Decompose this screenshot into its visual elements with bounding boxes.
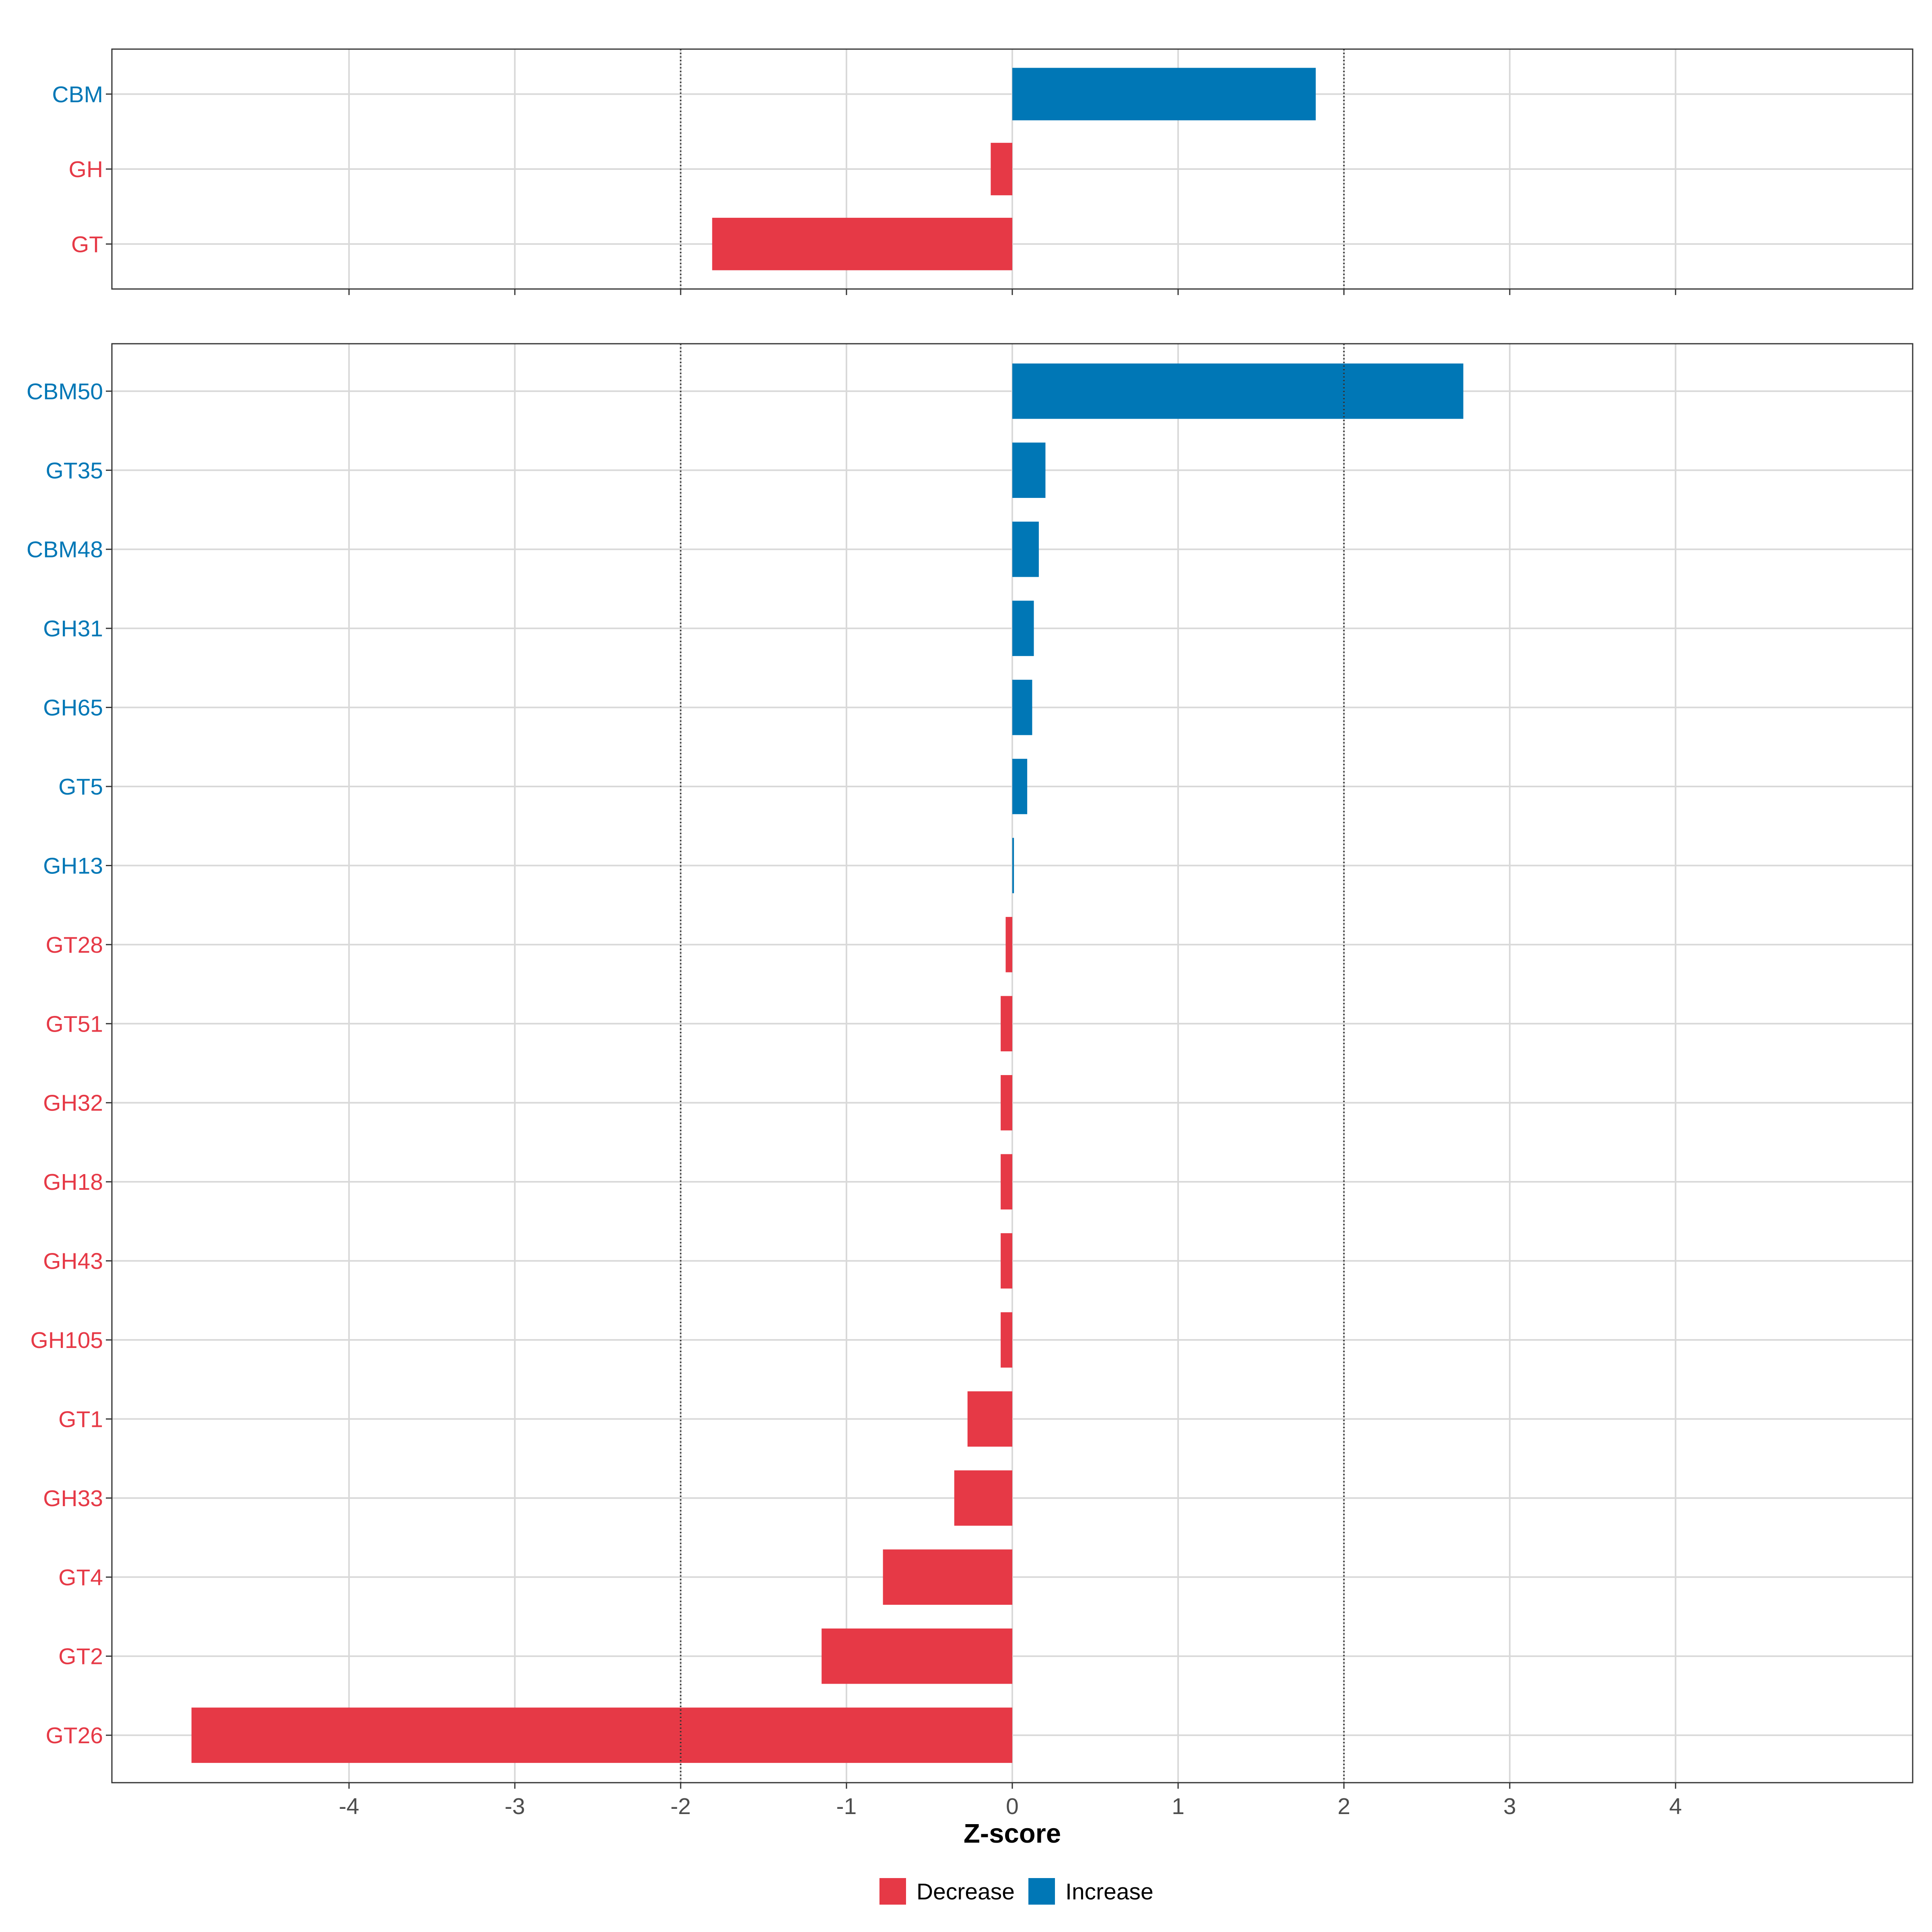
category-label-gt35: GT35 [45,458,103,483]
x-axis-title: Z-score [964,1818,1061,1849]
legend-label-increase: Increase [1065,1879,1154,1905]
category-label-gt4: GT4 [58,1565,103,1590]
x-tick-label: 4 [1669,1794,1682,1819]
bar-gt1 [967,1391,1012,1447]
category-label-gt26: GT26 [45,1723,103,1748]
top-panel: CBM GH GT [52,48,1913,295]
bottom-panel-bars [191,363,1463,1763]
category-label-cbm50: CBM50 [27,379,103,405]
x-tick-label: -1 [836,1794,857,1819]
legend-label-decrease: Decrease [916,1879,1015,1905]
x-tick-label: -4 [339,1794,359,1819]
x-tick-label: -2 [671,1794,691,1819]
top-panel-category-labels: CBM GH GT [52,82,112,257]
bar-gh31 [1012,601,1034,656]
bar-gh32 [1001,1075,1012,1131]
category-label-cbm: CBM [52,82,103,107]
category-label-gh18: GH18 [43,1169,103,1195]
category-label-gt1: GT1 [58,1406,103,1432]
bar-gh65 [1012,679,1032,735]
category-label-cbm48: CBM48 [27,537,103,563]
bar-gt28 [1005,917,1012,972]
category-label-gh32: GH32 [43,1090,103,1116]
category-label-gh33: GH33 [43,1486,103,1511]
bottom-panel: CBM50 GT35 CBM48 GH31 GH65 GT5 GH13 GT28 GT51 GH3… [27,343,1913,1789]
x-tick-label: -3 [505,1794,525,1819]
category-label-gh43: GH43 [43,1249,103,1274]
category-label-gh: GH [69,157,103,182]
bottom-panel-x-ticks [348,1783,1676,1789]
bar-gt35 [1012,442,1046,498]
category-label-gt51: GT51 [45,1011,103,1037]
category-label-gt2: GT2 [58,1644,103,1670]
bar-gh43 [1001,1233,1012,1289]
top-panel-x-ticks [348,289,1676,295]
legend-swatch-decrease [879,1878,906,1905]
category-label-gh13: GH13 [43,853,103,879]
bar-gt5 [1012,759,1028,814]
bottom-panel-reference-lines [680,344,1345,1783]
top-panel-reference-lines [680,49,1345,289]
category-label-gt28: GT28 [45,932,103,958]
bar-gh [991,142,1012,196]
bar-cbm50 [1012,363,1463,419]
top-panel-bars [712,68,1316,270]
bar-gt51 [1001,996,1012,1052]
category-label-gh105: GH105 [30,1327,103,1353]
bar-gh13 [1012,838,1014,894]
bar-gt26 [191,1707,1012,1763]
category-label-gh65: GH65 [43,695,103,721]
bar-gh33 [954,1470,1012,1526]
x-tick-labels: -4 -3 -2 -1 0 1 2 3 4 [339,1794,1682,1819]
category-label-gh31: GH31 [43,616,103,642]
x-tick-label: 0 [1006,1794,1019,1819]
bottom-panel-category-labels: CBM50 GT35 CBM48 GH31 GH65 GT5 GH13 GT28 GT51 GH3… [27,379,112,1748]
category-label-gt5: GT5 [58,774,103,800]
bar-cbm48 [1012,521,1039,577]
x-tick-label: 3 [1503,1794,1516,1819]
bar-gt2 [822,1628,1012,1684]
bar-gt4 [883,1549,1012,1605]
bar-gt [712,218,1012,270]
legend-swatch-increase [1028,1878,1055,1905]
bar-gh105 [1001,1312,1012,1368]
bar-cbm [1012,68,1316,120]
x-tick-label: 2 [1338,1794,1350,1819]
legend: Decrease Increase [879,1878,1154,1905]
x-tick-label: 1 [1172,1794,1185,1819]
category-label-gt: GT [71,231,103,257]
bar-gh18 [1001,1154,1012,1210]
